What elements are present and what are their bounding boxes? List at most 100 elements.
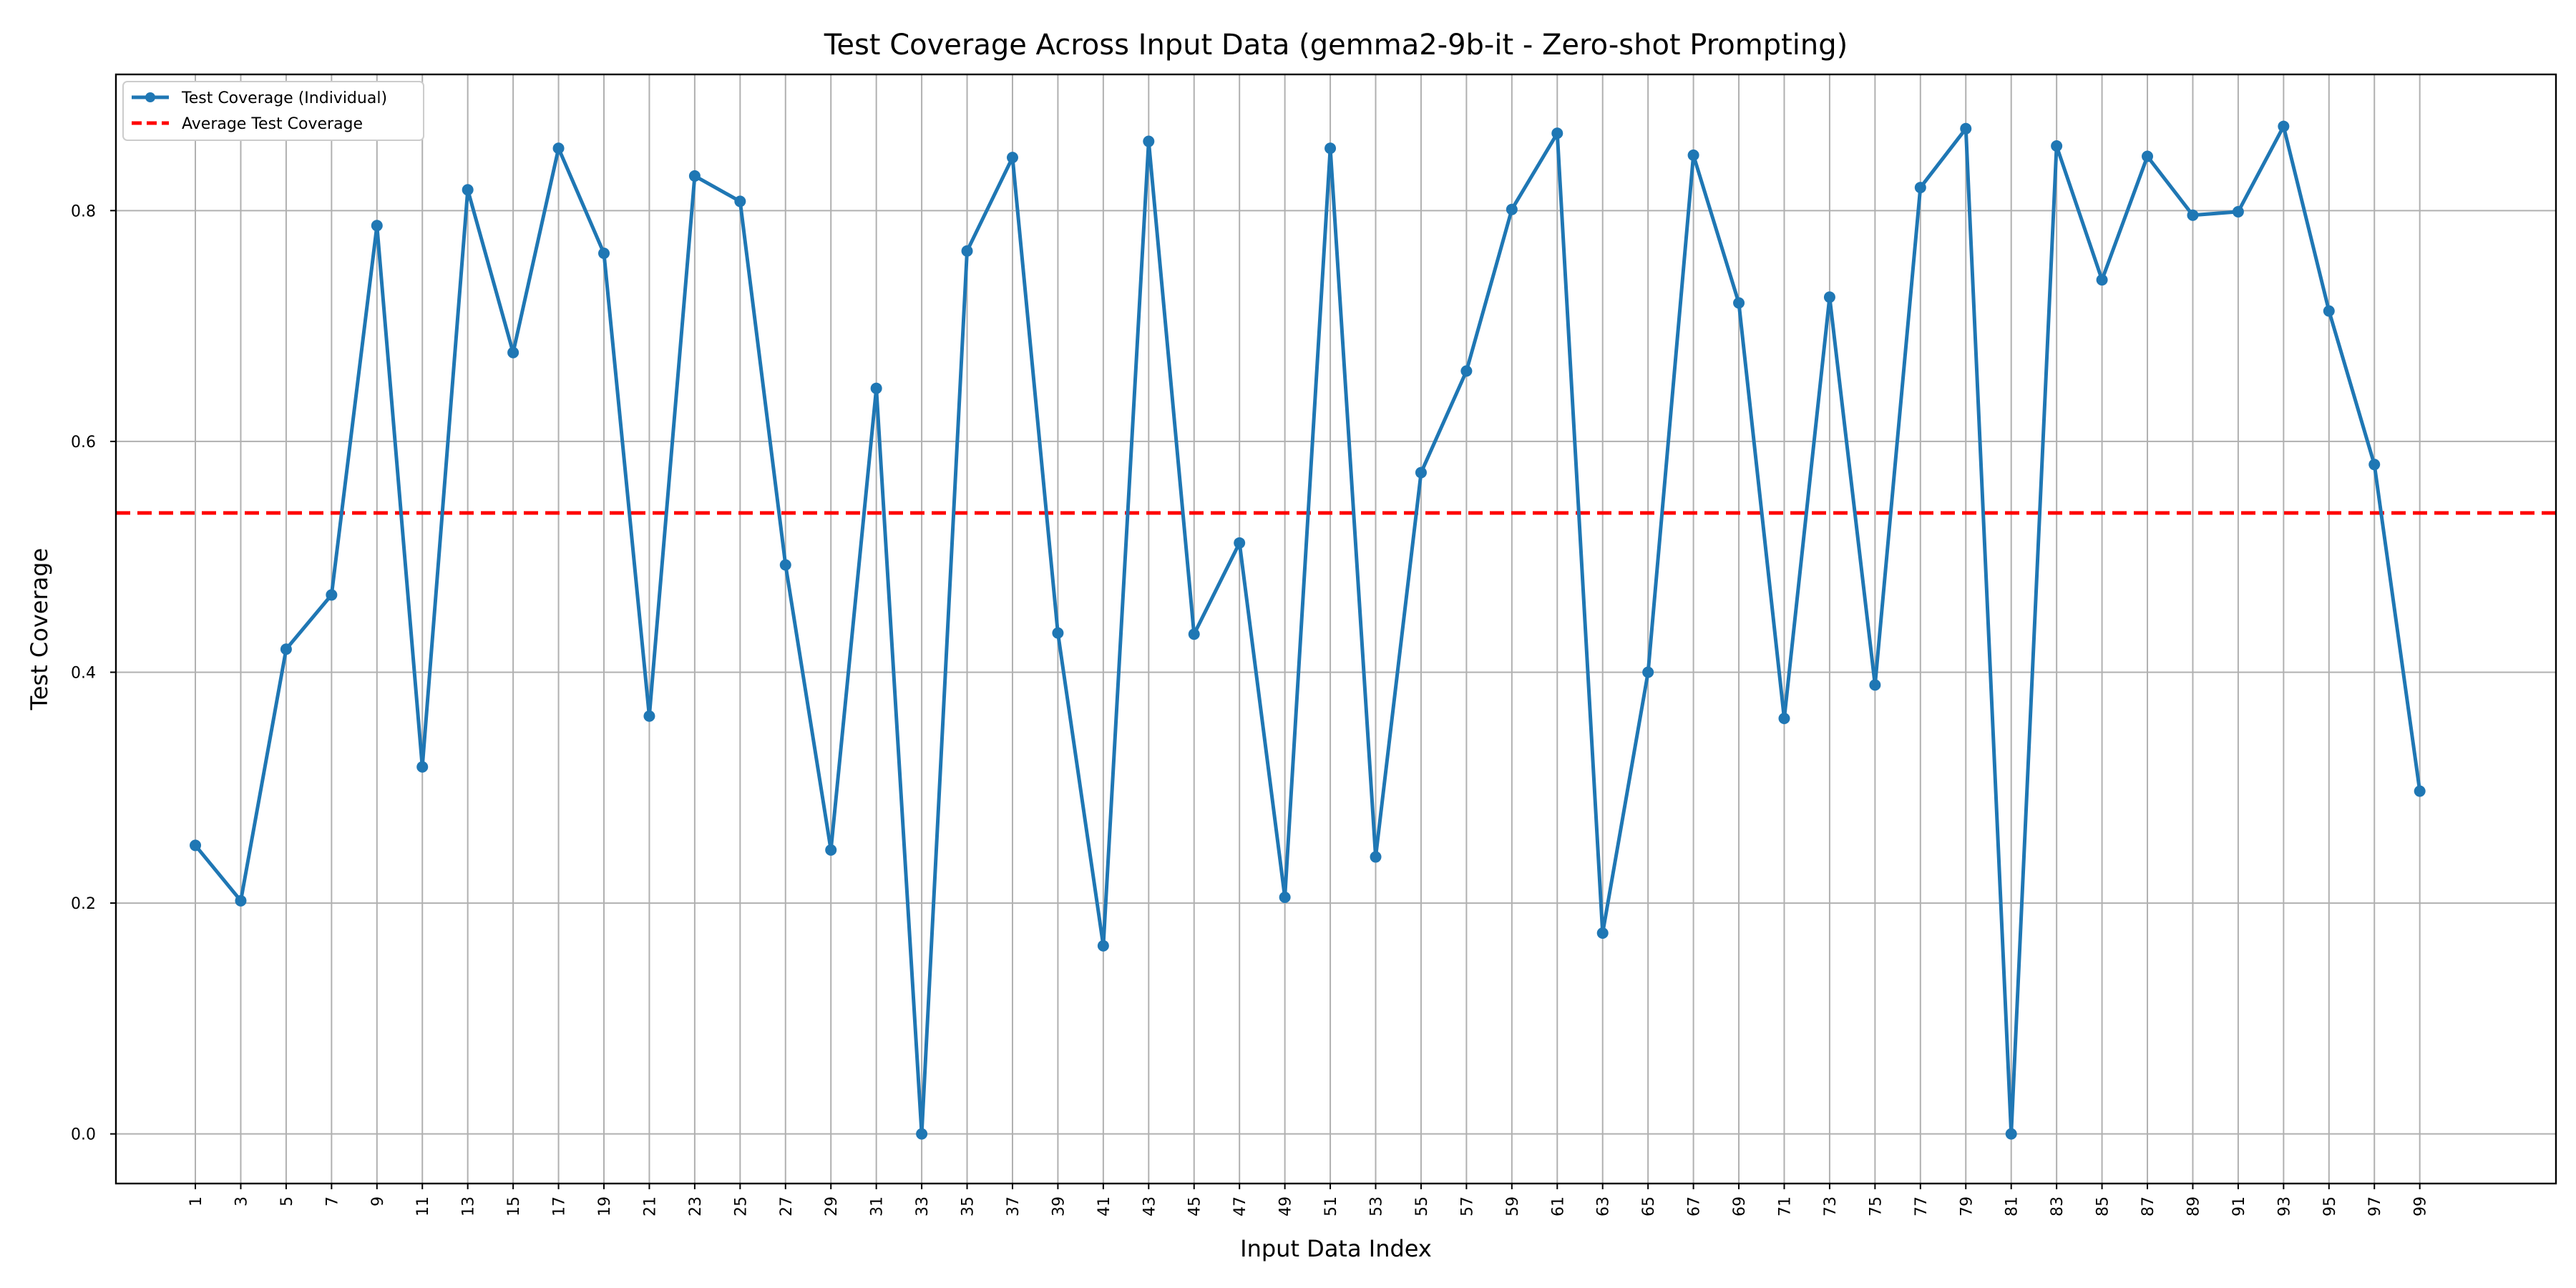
data-point [779,559,791,571]
x-tick-label: 87 [2140,1196,2157,1216]
data-point [1551,127,1563,140]
x-tick-label: 17 [551,1196,569,1216]
x-tick-label: 51 [1322,1196,1340,1216]
data-point [462,184,474,196]
x-tick-label: 89 [2185,1196,2202,1216]
x-tick-label: 27 [778,1196,796,1216]
data-point [1506,203,1518,215]
x-tick-label: 79 [1958,1196,1976,1216]
data-point [688,170,701,182]
data-point [1460,365,1473,377]
x-axis-label: Input Data Index [1240,1235,1432,1262]
series-layer [190,120,2426,1140]
x-tick-label: 99 [2412,1196,2430,1216]
x-tick-label: 81 [2004,1196,2021,1216]
plot-frame [114,73,2557,1185]
data-point [1642,666,1654,678]
data-point [598,248,610,259]
x-tick-label: 65 [1640,1196,1658,1216]
x-tick-label: 1 [187,1196,205,1206]
data-point [643,710,655,722]
y-tick-label: 0.6 [71,434,96,452]
data-point [326,589,338,601]
x-tick-label: 7 [323,1196,341,1206]
x-tick-label: 3 [233,1196,250,1206]
data-point [2368,459,2381,471]
data-point [1596,927,1609,939]
x-tick-label: 85 [2094,1196,2112,1216]
x-tick-label: 37 [1005,1196,1023,1216]
y-axis-ticks: 0.0 0.2 0.4 0.6 0.8 [71,203,116,1144]
y-tick-label: 0.0 [71,1126,96,1144]
x-tick-label: 21 [641,1196,659,1216]
series-line-individual [194,125,2422,1136]
data-point [734,195,746,208]
data-point [2187,209,2199,221]
data-point [1778,713,1790,724]
x-tick-label: 11 [414,1196,432,1216]
x-tick-label: 97 [2366,1196,2384,1216]
x-tick-label: 25 [732,1196,750,1216]
x-tick-label: 47 [1231,1196,1249,1216]
data-point [190,839,202,852]
data-point [1733,297,1745,309]
y-tick-label: 0.2 [71,895,96,913]
x-tick-label: 61 [1549,1196,1567,1216]
data-point [371,220,383,232]
data-point [2414,785,2426,797]
data-point [1869,679,1881,691]
data-point [552,142,565,155]
x-tick-label: 49 [1277,1196,1295,1216]
data-point [416,761,429,773]
data-point [280,643,292,655]
x-tick-label: 13 [460,1196,478,1216]
x-tick-label: 35 [960,1196,977,1216]
data-point [2278,120,2290,132]
x-tick-label: 23 [687,1196,705,1216]
data-point [507,346,519,358]
y-tick-label: 0.8 [71,203,96,220]
legend: Test Coverage (Individual) Average Test … [122,81,424,141]
x-tick-label: 57 [1458,1196,1476,1216]
x-tick-label: 9 [369,1196,387,1206]
x-tick-label: 69 [1731,1196,1749,1216]
chart-title: Test Coverage Across Input Data (gemma2-… [824,29,1848,62]
x-tick-label: 19 [596,1196,614,1216]
data-point [235,894,247,907]
x-tick-label: 77 [1913,1196,1931,1216]
y-tick-label: 0.4 [71,664,96,682]
legend-label-individual: Test Coverage (Individual) [181,89,387,107]
x-tick-label: 5 [278,1196,296,1206]
data-point [1914,182,1926,194]
x-tick-label: 63 [1595,1196,1613,1216]
x-tick-label: 95 [2321,1196,2339,1216]
grid [116,74,2556,1184]
x-tick-label: 31 [869,1196,887,1216]
x-tick-label: 39 [1050,1196,1068,1216]
y-axis-label: Test Coverage [26,548,53,711]
data-point [1279,892,1291,903]
x-axis-ticks: 1 3 5 7 9 11 13 15 17 19 21 23 25 27 29 31 33 35 37 39 41 43 4… [187,1184,2430,1216]
legend-label-average: Average Test Coverage [182,115,363,133]
data-point [1324,142,1337,155]
data-point [1006,152,1018,164]
x-tick-label: 41 [1096,1196,1113,1216]
x-tick-label: 83 [2049,1196,2067,1216]
data-point [1188,628,1200,640]
data-point [2142,150,2154,162]
data-point [1823,291,1835,303]
data-point [1143,135,1155,147]
x-tick-label: 67 [1686,1196,1704,1216]
data-point [825,844,837,856]
data-point [2232,205,2244,218]
x-tick-label: 59 [1504,1196,1522,1216]
legend-box [122,81,424,141]
data-point [1370,851,1382,863]
data-point [916,1128,928,1140]
data-point [2323,305,2335,317]
data-point [2005,1128,2017,1140]
x-tick-label: 75 [1867,1196,1885,1216]
data-point [2051,140,2063,152]
